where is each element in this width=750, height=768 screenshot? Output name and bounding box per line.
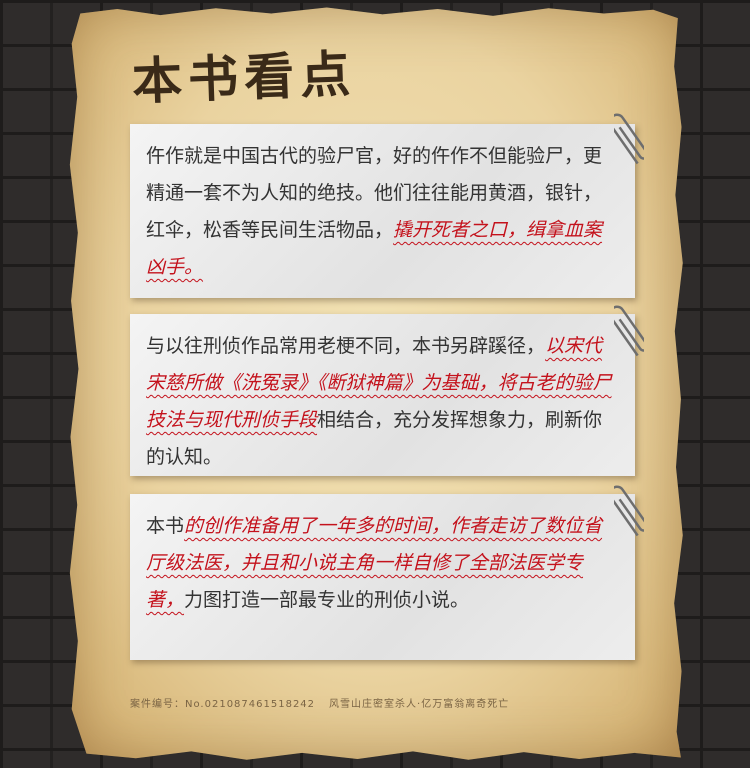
paperclip-icon xyxy=(614,305,644,357)
highlight-card-2: 与以往刑侦作品常用老梗不同，本书另辟蹊径，以宋代宋慈所做《洗冤录》《断狱神篇》为… xyxy=(130,314,635,476)
card-highlight-text: 撬开死者之口，缉拿血案凶手。 xyxy=(146,219,603,278)
paperclip-icon xyxy=(614,485,644,537)
card-highlight-text: 以宋代宋慈所做《洗冤录》《断狱神篇》为基础，将古老的验尸技法与现代刑侦手段 xyxy=(146,335,612,431)
case-footer: 案件编号：No.021087461518242 风雪山庄密室杀人·亿万富翁离奇死亡 xyxy=(130,695,523,710)
card-highlight-text: 的创作准备用了一年多的时间，作者走访了数位省厅级法医，并且和小说主角一样自修了全… xyxy=(146,515,603,611)
highlight-card-3: 本书的创作准备用了一年多的时间，作者走访了数位省厅级法医，并且和小说主角一样自修… xyxy=(130,494,635,660)
card-text: 力图打造一部最专业的刑侦小说。 xyxy=(184,589,470,611)
page-title: 本书看点 xyxy=(131,44,358,111)
case-number: 案件编号：No.021087461518242 xyxy=(130,699,316,710)
card-text: 相结合，充分发挥想象力，刷新你的认知。 xyxy=(146,409,603,468)
card-text: 本书 xyxy=(146,515,185,537)
card-text: 仵作就是中国古代的验尸官，好的仵作不但能验尸，更精通一套不为人知的绝技。他们往往… xyxy=(146,145,603,241)
card-text: 与以往刑侦作品常用老梗不同，本书另辟蹊径， xyxy=(146,335,546,357)
highlight-card-1: 仵作就是中国古代的验尸官，好的仵作不但能验尸，更精通一套不为人知的绝技。他们往往… xyxy=(130,124,635,298)
paperclip-icon xyxy=(614,113,644,165)
case-title: 风雪山庄密室杀人·亿万富翁离奇死亡 xyxy=(329,699,510,710)
